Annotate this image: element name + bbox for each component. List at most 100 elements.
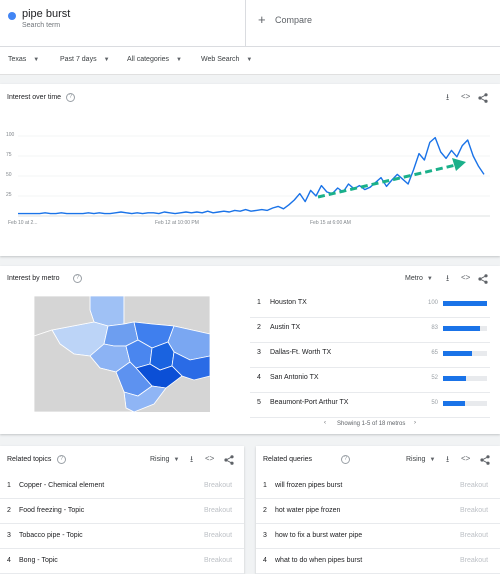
pager-next[interactable]: ›	[414, 420, 416, 426]
card-title: Related topics	[7, 456, 52, 463]
filter-search-type-label: Web Search	[201, 56, 240, 63]
share-icon[interactable]	[480, 455, 490, 465]
metro-bar-track	[443, 401, 487, 406]
search-term[interactable]: pipe burst Search term	[0, 0, 246, 47]
breakout-label: Breakout	[460, 482, 489, 489]
rank-number: 2	[7, 507, 11, 514]
embed-icon[interactable]: <>	[461, 92, 471, 101]
filter-category-label: All categories	[127, 56, 170, 63]
help-icon[interactable]: ?	[66, 93, 75, 102]
breakout-label: Breakout	[460, 557, 489, 564]
help-icon[interactable]: ?	[57, 455, 66, 464]
rank-number: 1	[7, 482, 11, 489]
download-icon[interactable]: ⭳	[190, 454, 194, 464]
trend-arrow-line	[317, 163, 457, 199]
metro-name: Beaumont-Port Arthur TX	[270, 399, 349, 406]
interest-over-time-card: Interest over time ? ⭳ <> 100 75 50 25 Feb …	[0, 84, 500, 256]
rank-number: 1	[263, 482, 267, 489]
term-name: pipe burst	[22, 8, 71, 20]
share-icon[interactable]	[224, 455, 234, 465]
download-icon[interactable]: ⭳	[446, 92, 450, 102]
row-divider	[250, 317, 490, 318]
metro-dropdown-label: Metro	[405, 275, 423, 282]
download-icon[interactable]: ⭳	[446, 273, 450, 283]
embed-icon[interactable]: <>	[461, 454, 471, 463]
filter-bar: Texas ▼ Past 7 days ▼ All categories ▼ Web …	[0, 47, 500, 75]
trend-arrow-head	[452, 158, 466, 171]
embed-icon[interactable]: <>	[461, 273, 471, 282]
metro-dropdown[interactable]: Metro ▼	[405, 275, 433, 282]
share-icon[interactable]	[478, 274, 488, 284]
row-divider	[250, 417, 490, 418]
list-item-name: Food freezing - Topic	[19, 507, 85, 514]
list-item[interactable]: 3 how to fix a burst water pipe Breakout	[256, 527, 500, 549]
list-item-name: what to do when pipes burst	[275, 557, 363, 564]
texas-metro-map[interactable]	[34, 296, 210, 412]
metro-name: Houston TX	[270, 299, 307, 306]
filter-search-type[interactable]: Web Search ▼	[201, 56, 252, 63]
metro-bar-fill	[443, 401, 465, 406]
metro-value: 50	[431, 400, 438, 406]
metro-region[interactable]	[89, 296, 125, 327]
metro-value: 83	[431, 325, 438, 331]
rank-number: 4	[263, 557, 267, 564]
caret-down-icon: ▼	[246, 57, 253, 63]
list-item[interactable]: 2 Food freezing - Topic Breakout	[0, 502, 244, 524]
row-divider	[0, 523, 244, 524]
breakout-label: Breakout	[460, 532, 489, 539]
rank-number: 1	[257, 299, 261, 306]
download-icon[interactable]: ⭳	[446, 454, 450, 464]
rising-dropdown[interactable]: Rising ▼	[150, 456, 179, 463]
help-icon[interactable]: ?	[341, 455, 350, 464]
metro-value: 65	[431, 350, 438, 356]
filter-category[interactable]: All categories ▼	[127, 56, 182, 63]
list-item-name: hot water pipe frozen	[275, 507, 341, 514]
list-item-name: Copper - Chemical element	[19, 482, 105, 489]
rank-number: 4	[7, 557, 11, 564]
metro-row[interactable]: 4 San Antonio TX 52	[250, 372, 490, 394]
list-item[interactable]: 1 will frozen pipes burst Breakout	[256, 477, 500, 499]
list-item-name: how to fix a burst water pipe	[275, 532, 363, 539]
embed-icon[interactable]: <>	[205, 454, 215, 463]
rank-number: 2	[263, 507, 267, 514]
list-item[interactable]: 3 Tobacco pipe - Topic Breakout	[0, 527, 244, 549]
list-item[interactable]: 4 Bong - Topic Breakout	[0, 552, 244, 574]
list-item[interactable]: 2 hot water pipe frozen Breakout	[256, 502, 500, 524]
share-icon[interactable]	[478, 93, 488, 103]
filter-time[interactable]: Past 7 days ▼	[60, 56, 110, 63]
list-item[interactable]: 1 Copper - Chemical element Breakout	[0, 477, 244, 499]
rank-number: 3	[7, 532, 11, 539]
list-item[interactable]: 4 what to do when pipes burst Breakout	[256, 552, 500, 574]
help-icon[interactable]: ?	[73, 274, 82, 283]
x-tick-label: Feb 12 at 10:00 PM	[155, 220, 199, 226]
metro-name: Austin TX	[270, 324, 301, 331]
card-title: Interest by metro	[7, 275, 60, 282]
row-divider	[250, 392, 490, 393]
pager-prev[interactable]: ‹	[324, 420, 326, 426]
list-item-name: will frozen pipes burst	[275, 482, 343, 489]
metro-row[interactable]: 2 Austin TX 83	[250, 322, 490, 344]
series-line-pipe-burst[interactable]	[18, 136, 485, 215]
filter-region[interactable]: Texas ▼	[8, 56, 39, 63]
rising-dropdown[interactable]: Rising ▼	[406, 456, 435, 463]
metro-bar-fill	[443, 326, 480, 331]
metro-name: Dallas-Ft. Worth TX	[270, 349, 332, 356]
map-region	[34, 296, 95, 337]
filter-time-label: Past 7 days	[60, 56, 97, 63]
breakout-label: Breakout	[204, 482, 233, 489]
row-divider	[256, 548, 500, 549]
list-item-name: Bong - Topic	[19, 557, 58, 564]
caret-down-icon: ▼	[426, 276, 433, 282]
metro-row[interactable]: 5 Beaumont-Port Arthur TX 50	[250, 397, 490, 419]
plus-icon[interactable]: +	[258, 12, 266, 27]
compare-button[interactable]: Compare	[275, 15, 313, 25]
caret-down-icon: ▼	[33, 57, 40, 63]
y-tick-label: 75	[6, 152, 12, 158]
caret-down-icon: ▼	[173, 457, 180, 463]
metro-row[interactable]: 3 Dallas-Ft. Worth TX 65	[250, 347, 490, 369]
metro-row[interactable]: 1 Houston TX 100	[250, 297, 490, 319]
breakout-label: Breakout	[204, 507, 233, 514]
breakout-label: Breakout	[460, 507, 489, 514]
x-tick-label: Feb 15 at 6:00 AM	[310, 220, 351, 226]
rank-number: 2	[257, 324, 261, 331]
